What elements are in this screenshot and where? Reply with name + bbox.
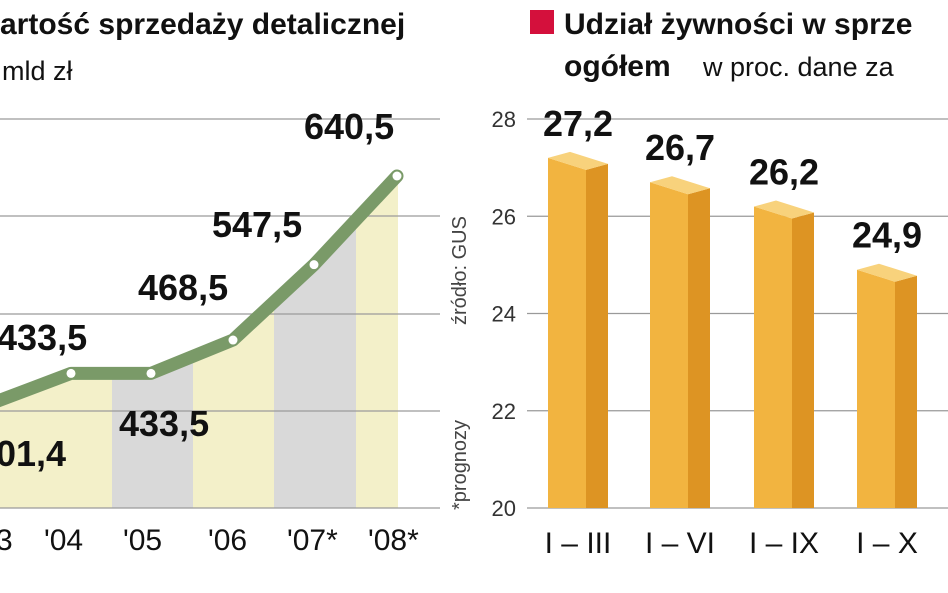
bar-value-label: 26,7 <box>645 127 715 168</box>
x-tick-label: '06 <box>208 524 247 557</box>
right-chart-title-bold: ogółem <box>564 50 671 83</box>
year-column <box>32 373 112 508</box>
bar <box>650 176 710 508</box>
retail-sales-line-chart: artość sprzedaży detalicznej mld zł 01,4… <box>0 8 471 557</box>
point-value-label: 640,5 <box>304 106 394 147</box>
y-tick-label: 20 <box>492 496 516 521</box>
x-tick-label: I – III <box>545 527 612 560</box>
data-point <box>309 260 319 270</box>
x-tick-label: '08* <box>368 524 419 557</box>
source-note: źródło: GUS <box>449 216 471 325</box>
data-point <box>66 368 76 378</box>
left-chart-title: artość sprzedaży detalicznej <box>0 8 405 41</box>
point-value-label: 433,5 <box>119 403 209 444</box>
bar-value-label: 26,2 <box>749 152 819 193</box>
point-value-label: 468,5 <box>138 267 228 308</box>
point-value-label: 547,5 <box>212 204 302 245</box>
x-tick-label: I – X <box>856 527 918 560</box>
left-chart-unit: mld zł <box>2 56 73 86</box>
x-tick-label: '04 <box>44 524 83 557</box>
right-chart-subtitle: w proc. dane za <box>702 52 895 82</box>
point-value-label: 433,5 <box>0 317 87 358</box>
series-line <box>0 169 404 408</box>
data-point <box>146 368 156 378</box>
point-value-label: 01,4 <box>0 433 66 474</box>
year-column <box>356 176 398 508</box>
bar <box>857 263 917 508</box>
bar <box>548 151 608 508</box>
x-tick-label: I – VI <box>645 527 715 560</box>
y-tick-label: 28 <box>492 107 516 132</box>
right-chart-title: Udział żywności w sprze <box>564 8 912 41</box>
y-tick-label: 26 <box>492 204 516 229</box>
food-share-bar-chart: Udział żywności w sprze ogółem w proc. d… <box>492 8 948 560</box>
year-column <box>0 388 32 508</box>
legend-square-icon <box>530 10 554 34</box>
x-tick-label: '07* <box>287 524 338 557</box>
bar-value-label: 24,9 <box>852 215 922 256</box>
x-tick-label: 3 <box>0 524 13 557</box>
year-column <box>274 219 356 508</box>
bar <box>754 200 814 508</box>
y-tick-label: 24 <box>492 302 516 327</box>
x-tick-label: '05 <box>123 524 162 557</box>
forecast-footnote: *prognozy <box>449 420 471 510</box>
data-point <box>228 335 238 345</box>
y-tick-label: 22 <box>492 399 516 424</box>
data-point <box>392 171 402 181</box>
x-tick-label: I – IX <box>749 527 819 560</box>
year-column <box>112 356 193 508</box>
bar-value-label: 27,2 <box>543 103 613 144</box>
